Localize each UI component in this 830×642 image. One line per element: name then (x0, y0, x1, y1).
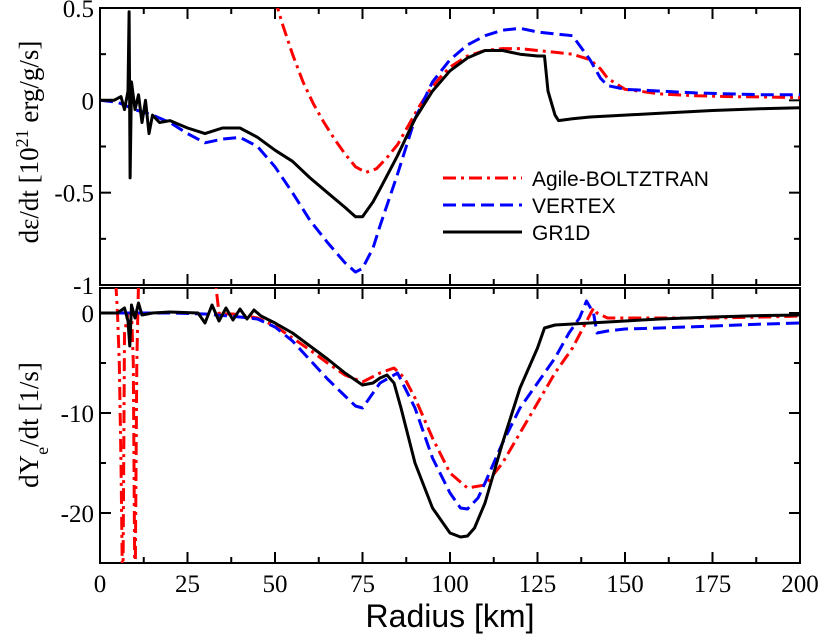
xtick-label: 100 (431, 571, 469, 598)
top-y-axis-title: dε/dt [1021 erg/g/s] (12, 41, 44, 244)
bottom-series-gr1d (100, 301, 800, 539)
x-axis-title: Radius [km] (366, 598, 535, 634)
xtick-label: 75 (350, 571, 375, 598)
bottom-ytick-label: -10 (61, 401, 94, 428)
xtick-label: 0 (94, 571, 107, 598)
top-y-axis-title-main: dε/dt [10 (14, 147, 44, 243)
top-series-agile-boltztran (276, 8, 800, 174)
bottom-ytick-label: -20 (61, 501, 94, 528)
legend-label-agile-boltztran: Agile-BOLTZTRAN (532, 168, 709, 191)
top-series-gr1d (100, 10, 800, 219)
legend-label-gr1d: GR1D (532, 222, 590, 245)
xtick-label: 150 (606, 571, 644, 598)
legend-label-vertex: VERTEX (532, 195, 616, 218)
xtick-label: 25 (175, 571, 200, 598)
top-ytick-label: 0 (82, 88, 95, 115)
bottom-series-vertex (100, 299, 800, 511)
top-series-vertex (100, 26, 800, 274)
top-y-axis-title-sup: 21 (12, 129, 32, 147)
top-y-axis-title-tail: erg/g/s] (14, 41, 44, 130)
legend: Agile-BOLTZTRAN VERTEX GR1D (443, 168, 709, 245)
bottom-y-axis-title-sub: e (32, 447, 52, 455)
top-ytick-label: -0.5 (54, 181, 94, 208)
axis-ticks: -1 -0.5 0 0.5 -20 -10 0 0 25 50 75 100 125 150 175 200 (54, 0, 818, 598)
bottom-y-axis-title: dYe/dt [1/s] (14, 362, 52, 488)
xtick-label: 50 (263, 571, 288, 598)
xtick-label: 200 (781, 571, 819, 598)
bottom-panel-series (100, 288, 800, 563)
bottom-y-axis-title-main: dY (14, 455, 44, 488)
top-ytick-label: -1 (73, 273, 94, 300)
top-panel-series (100, 8, 800, 274)
top-panel-frame (99, 7, 801, 286)
top-ytick-label: 0.5 (63, 0, 94, 23)
bottom-ytick-label: 0 (82, 301, 95, 328)
xtick-label: 175 (694, 571, 732, 598)
bottom-panel-frame (99, 287, 801, 564)
xtick-label: 125 (519, 571, 557, 598)
bottom-y-axis-title-tail: /dt [1/s] (14, 362, 44, 447)
bottom-series-agile-boltztran (114, 288, 800, 563)
